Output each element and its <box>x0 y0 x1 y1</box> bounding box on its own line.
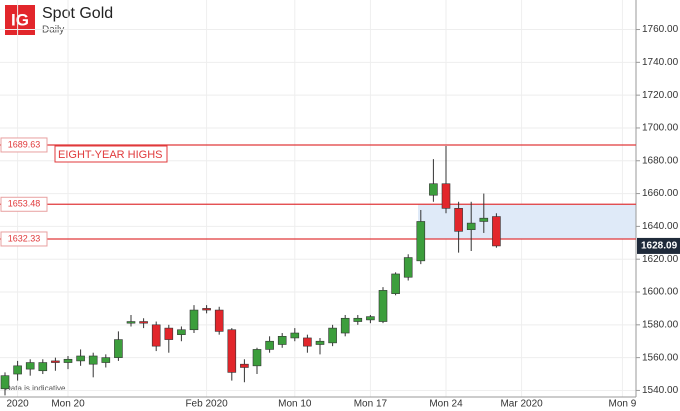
candle-body <box>303 337 312 347</box>
level-label: 1632.33 <box>8 233 41 243</box>
candle-body <box>114 339 123 358</box>
x-tick-label: Mon 24 <box>429 399 463 410</box>
candle-body <box>63 358 73 363</box>
candle-body <box>88 355 98 365</box>
logo: IG <box>11 10 29 29</box>
candle-body <box>328 327 337 344</box>
x-tick-label: Mon 20 <box>51 399 85 410</box>
y-tick-label: 1740.00 <box>642 57 679 68</box>
x-tick-label: Mon 9 <box>609 399 637 410</box>
level-label-box <box>0 196 48 212</box>
y-tick-label: 1540.00 <box>642 385 679 396</box>
y-tick-label: 1700.00 <box>642 123 679 134</box>
candle-body <box>38 362 48 372</box>
y-tick-label: 1560.00 <box>642 352 679 363</box>
y-tick-label: 1660.00 <box>642 188 679 199</box>
candle-body <box>479 217 489 222</box>
y-tick-label: 1760.00 <box>642 24 679 35</box>
y-tick-label: 1580.00 <box>642 319 679 330</box>
annotation-box <box>54 145 168 163</box>
x-tick-label: Mar 2020 <box>500 399 543 410</box>
candle-body <box>0 375 10 390</box>
level-label: 1653.48 <box>8 199 41 209</box>
note: Data is indicative <box>5 384 66 393</box>
candle-body <box>454 208 463 232</box>
candle-body <box>13 365 22 375</box>
candle-body <box>76 355 85 362</box>
zone <box>418 204 636 239</box>
level-label-box <box>0 137 48 153</box>
level-label-box <box>0 231 48 247</box>
candle-body <box>227 329 237 373</box>
candle-body <box>25 362 35 370</box>
candle-body <box>391 273 400 294</box>
candle-body <box>214 309 224 332</box>
candle-body <box>51 360 60 363</box>
x-tick-label: Mon 17 <box>354 399 388 410</box>
candle-body <box>151 324 161 347</box>
y-tick-label: 1620.00 <box>642 254 679 265</box>
candle-body <box>416 221 426 262</box>
chart-subtitle: Daily <box>42 25 64 36</box>
candle-body <box>340 317 350 334</box>
candle-body <box>441 183 451 209</box>
candle-body <box>101 357 111 363</box>
x-tick-label: Feb 2020 <box>185 399 228 410</box>
candle-body <box>202 308 211 311</box>
candle-body <box>189 309 199 331</box>
x-tick-label: 2020 <box>6 399 29 410</box>
candle-body <box>366 316 375 321</box>
y-tick-label: 1680.00 <box>642 155 679 166</box>
price-tag-label: 1628.09 <box>641 241 678 252</box>
candle-body <box>126 321 136 324</box>
candle-body <box>492 216 501 247</box>
candle-body <box>353 317 363 322</box>
candle-body <box>252 349 262 367</box>
level-label: 1689.63 <box>8 139 41 149</box>
candle-body <box>466 222 476 230</box>
candle-body <box>240 363 249 368</box>
y-tick-label: 1720.00 <box>642 90 679 101</box>
candle-body <box>139 321 148 324</box>
candle-body <box>429 183 438 196</box>
candle-body <box>265 340 274 350</box>
chart-title: Spot Gold <box>42 5 113 22</box>
price-tag <box>637 237 680 254</box>
y-tick-label: 1600.00 <box>642 287 679 298</box>
y-tick-label: 1640.00 <box>642 221 679 232</box>
candle-body <box>177 329 186 335</box>
candle-body <box>403 257 413 278</box>
candle-body <box>164 327 174 340</box>
candle-body <box>290 332 300 339</box>
annotation: EIGHT-YEAR HIGHS <box>58 149 163 161</box>
grid <box>0 0 636 397</box>
candle-body <box>378 290 388 322</box>
candle-body <box>315 340 325 345</box>
candle-body <box>277 336 287 345</box>
x-tick-label: Mon 10 <box>278 399 312 410</box>
